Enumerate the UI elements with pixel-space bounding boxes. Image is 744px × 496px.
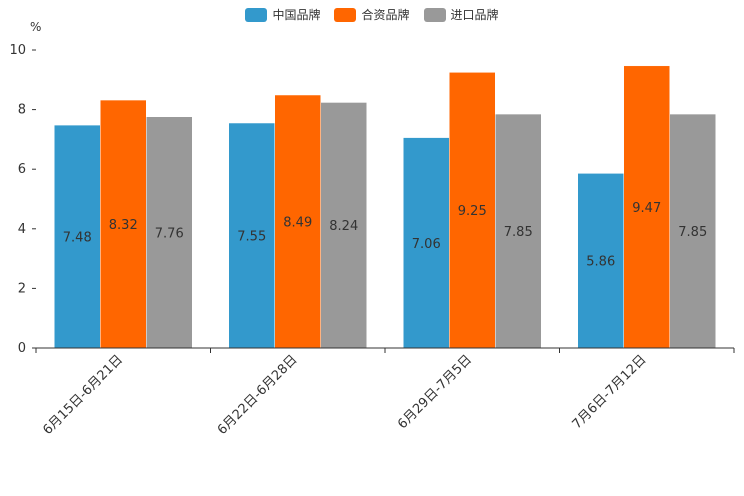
x-tick-label-2: 6月29日-7月5日 <box>395 352 475 432</box>
legend-swatch-domestic <box>245 7 268 22</box>
bar-2-0 <box>146 116 193 349</box>
legend-item-domestic[interactable]: 中国品牌 <box>245 6 320 23</box>
data-label-0-1: 7.55 <box>237 230 266 245</box>
y-axis-unit-label: % <box>30 20 42 34</box>
legend-label-domestic: 中国品牌 <box>272 8 321 22</box>
bar-0-2 <box>403 137 450 349</box>
data-label-2-3: 7.85 <box>678 225 707 240</box>
bar-2-2 <box>495 113 542 349</box>
chart-legend: 中国品牌 合资品牌 进口品牌 <box>0 6 744 23</box>
x-tick-label-1: 6月22日-6月28日 <box>215 352 301 438</box>
y-tick-label-4: 8 <box>18 103 26 118</box>
legend-item-imported[interactable]: 进口品牌 <box>423 6 499 23</box>
data-label-2-0: 7.76 <box>155 226 184 241</box>
data-label-1-0: 8.32 <box>109 218 138 233</box>
x-tick-label-3: 7月6日-7月12日 <box>570 352 650 432</box>
data-label-1-1: 8.49 <box>283 215 312 230</box>
bar-0-0 <box>54 124 101 349</box>
y-tick-label-1: 2 <box>18 281 26 296</box>
y-tick-label-0: 0 <box>18 341 26 356</box>
data-label-1-2: 9.25 <box>458 204 487 219</box>
data-label-2-1: 8.24 <box>329 219 358 234</box>
bar-2-3 <box>669 113 716 349</box>
legend-label-imported: 进口品牌 <box>450 8 499 22</box>
legend-item-joint-venture[interactable]: 合资品牌 <box>334 6 410 23</box>
bar-2-1 <box>320 102 367 349</box>
y-tick-label-5: 10 <box>9 43 26 58</box>
bar-1-3 <box>623 65 670 349</box>
legend-swatch-imported <box>423 7 446 22</box>
legend-swatch-joint-venture <box>334 7 357 22</box>
bar-1-0 <box>100 99 147 349</box>
data-label-2-2: 7.85 <box>504 225 533 240</box>
data-label-1-3: 9.47 <box>632 201 661 216</box>
data-label-0-0: 7.48 <box>63 231 92 246</box>
x-tick-label-0: 6月15日-6月21日 <box>40 352 126 438</box>
legend-label-joint-venture: 合资品牌 <box>361 8 410 22</box>
y-tick-label-3: 6 <box>18 162 26 177</box>
data-label-0-2: 7.06 <box>412 237 441 252</box>
bar-0-3 <box>577 173 624 349</box>
data-label-0-3: 5.86 <box>586 255 615 270</box>
y-tick-label-2: 4 <box>18 222 26 237</box>
bar-0-1 <box>228 122 275 349</box>
bar-1-2 <box>449 72 496 349</box>
